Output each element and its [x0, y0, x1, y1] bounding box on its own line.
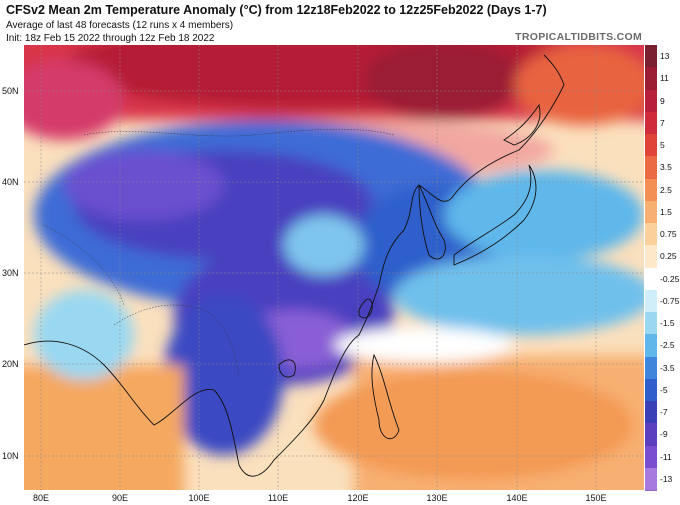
legend-swatch — [645, 289, 657, 313]
legend-tick-label: 11 — [660, 73, 669, 84]
legend-swatch — [645, 445, 657, 469]
legend-tick-label: 0.25 — [660, 251, 677, 262]
legend-tick-label: 2.5 — [660, 184, 672, 195]
legend-tick-label: -5 — [660, 384, 668, 395]
init-time: Init: 18z Feb 15 2022 through 12z Feb 18… — [6, 33, 215, 44]
lat-label-20n: 20N — [2, 359, 19, 369]
legend-swatch — [645, 245, 657, 269]
country-borders — [43, 128, 395, 376]
anomaly-field — [24, 45, 644, 490]
legend-tick-label: 7 — [660, 117, 665, 128]
lon-label-100e: 100E — [188, 493, 210, 503]
lat-label-30n: 30N — [2, 268, 19, 278]
legend-swatch — [645, 467, 657, 491]
legend-tick-label: 1.5 — [660, 206, 672, 217]
legend-tick-label: -7 — [660, 407, 668, 418]
legend-tick-label: 5 — [660, 140, 665, 151]
legend-swatch — [645, 267, 657, 291]
legend-tick-label: -0.25 — [660, 273, 680, 284]
legend-swatch — [645, 356, 657, 380]
lon-label-80e: 80E — [32, 493, 50, 503]
coastlines — [24, 54, 565, 477]
legend-swatch — [645, 223, 657, 247]
legend-swatch — [645, 401, 657, 425]
legend-swatch — [645, 200, 657, 224]
legend-swatch — [645, 45, 657, 69]
legend-tick-label: -9 — [660, 429, 668, 440]
temperature-anomaly-map — [24, 45, 644, 490]
lat-label-50n: 50N — [2, 86, 19, 96]
legend-swatch — [645, 178, 657, 202]
lon-label-130e: 130E — [426, 493, 448, 503]
legend-swatch — [645, 111, 657, 135]
legend-swatch — [645, 156, 657, 180]
legend-swatch — [645, 423, 657, 447]
lon-label-140e: 140E — [506, 493, 528, 503]
forecast-description: Average of last 48 forecasts (12 runs x … — [6, 20, 234, 31]
legend-swatch — [645, 67, 657, 91]
legend-tick-label: 0.75 — [660, 229, 677, 240]
lon-label-90e: 90E — [111, 493, 129, 503]
legend-tick-label: 13 — [660, 51, 670, 62]
legend-tick-label: -2.5 — [660, 340, 675, 351]
legend-tick-label: 9 — [660, 95, 665, 106]
legend-swatch — [645, 134, 657, 158]
lon-label-150e: 150E — [585, 493, 607, 503]
legend-swatch — [645, 89, 657, 113]
site-brand: TROPICALTIDBITS.COM — [515, 31, 642, 43]
legend-tick-label: -3.5 — [660, 362, 675, 373]
legend-swatch — [645, 312, 657, 336]
legend-swatch — [645, 378, 657, 402]
lon-label-110e: 110E — [267, 493, 289, 503]
legend-tick-label: -0.75 — [660, 295, 680, 306]
lat-label-10n: 10N — [2, 451, 19, 461]
legend-tick-label: -13 — [660, 473, 673, 484]
map-gridlines — [24, 45, 644, 490]
legend-tick-label: -11 — [660, 451, 672, 462]
lat-label-40n: 40N — [2, 177, 19, 187]
legend-tick-label: -1.5 — [660, 318, 675, 329]
legend-tick-label: 3.5 — [660, 162, 672, 173]
lon-label-120e: 120E — [347, 493, 369, 503]
map-title: CFSv2 Mean 2m Temperature Anomaly (°C) f… — [6, 3, 547, 17]
legend-swatch — [645, 334, 657, 358]
